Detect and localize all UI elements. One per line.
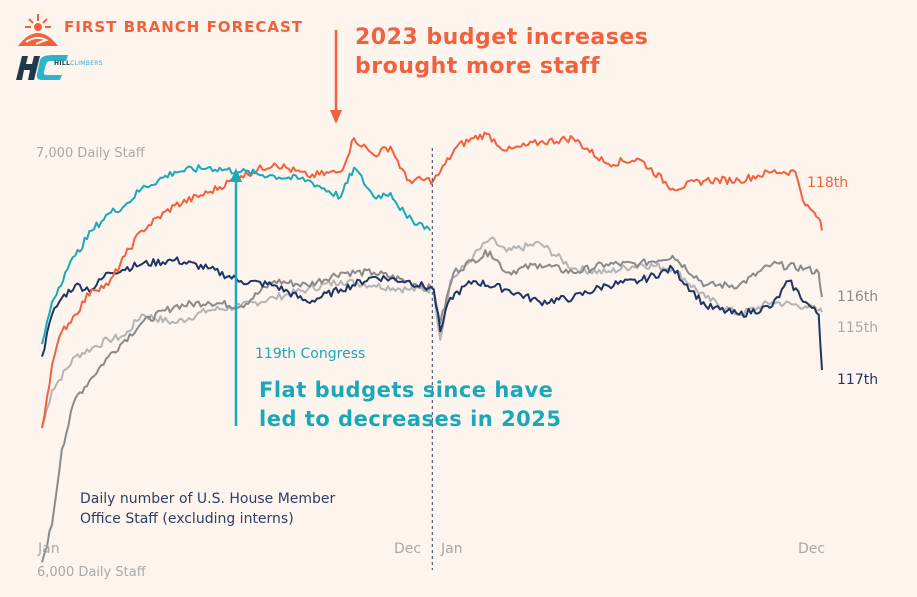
series-line-117th (41, 256, 823, 371)
increase-line-1: 2023 budget increases (355, 25, 649, 50)
series-layer (41, 131, 823, 563)
hc-logo-icon (16, 55, 68, 80)
y-tick-top: 7,000 Daily Staff (36, 146, 145, 161)
end-label-116th: 116th (837, 289, 879, 305)
chart-subtitle: Daily number of U.S. House Member Office… (80, 489, 335, 529)
end-label-117th: 117th (837, 372, 879, 388)
x-tick-dec-2: Dec (798, 541, 826, 557)
subtitle-line-2: Office Staff (excluding interns) (80, 511, 294, 527)
increase-line-2: brought more staff (355, 54, 601, 79)
increase-arrow (330, 30, 342, 124)
flat-line-1: Flat budgets since have (259, 378, 554, 402)
decrease-arrow (230, 168, 242, 426)
congress-label: 119th Congress (255, 346, 366, 362)
end-label-115th: 115th (837, 320, 879, 336)
x-tick-jan-1: Jan (38, 541, 60, 557)
partner-prefix: HILL (54, 60, 71, 67)
x-tick-jan-2: Jan (441, 541, 463, 557)
flat-annotation: Flat budgets since have led to decreases… (259, 376, 562, 434)
end-label-118th: 118th (807, 175, 849, 191)
x-tick-dec-1: Dec (394, 541, 422, 557)
increase-annotation: 2023 budget increases brought more staff (355, 23, 648, 81)
partner-suffix: CLIMBERS (70, 60, 103, 67)
flat-line-2: led to decreases in 2025 (259, 407, 562, 431)
y-tick-bottom: 6,000 Daily Staff (37, 565, 146, 580)
partner-name: HILLCLIMBERS (54, 60, 103, 67)
series-line-118th (41, 131, 823, 429)
sunrise-icon (18, 14, 58, 46)
subtitle-line-1: Daily number of U.S. House Member (80, 491, 336, 507)
brand-title: FIRST BRANCH FORECAST (64, 18, 304, 36)
